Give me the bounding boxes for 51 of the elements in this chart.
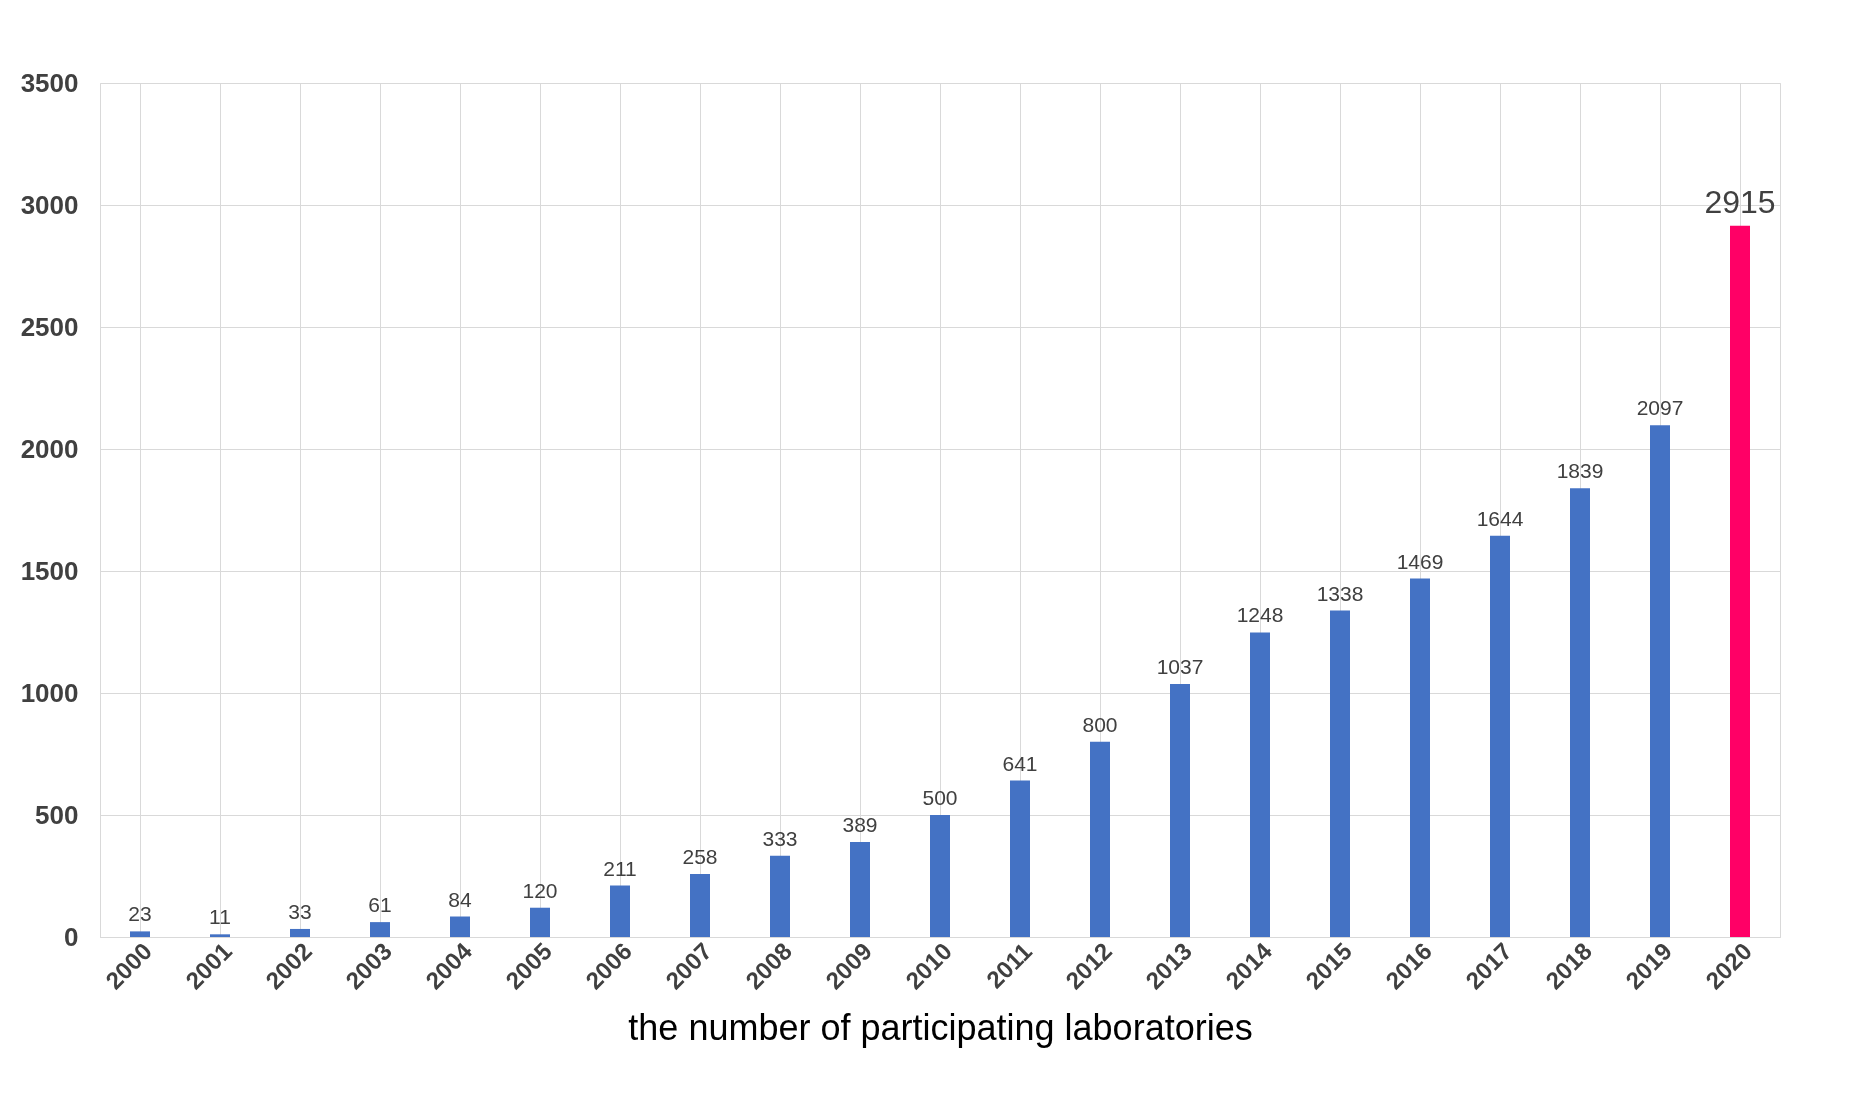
data-label: 84 bbox=[448, 887, 472, 911]
bar bbox=[1250, 632, 1270, 937]
bar bbox=[210, 934, 230, 937]
bar bbox=[450, 916, 470, 937]
bar bbox=[130, 931, 150, 937]
bar bbox=[770, 855, 790, 937]
x-axis-title: the number of participating laboratories bbox=[628, 1007, 1253, 1049]
data-label: 2097 bbox=[1636, 396, 1684, 420]
data-label: 1644 bbox=[1476, 506, 1524, 530]
bar bbox=[1090, 741, 1110, 937]
y-tick-label: 1000 bbox=[20, 677, 79, 708]
data-label: 1469 bbox=[1396, 549, 1444, 573]
bar bbox=[930, 815, 950, 937]
data-label: 23 bbox=[128, 902, 152, 926]
data-label: 2915 bbox=[1704, 183, 1776, 220]
bar bbox=[370, 922, 390, 937]
y-tick-label: 3500 bbox=[20, 67, 79, 98]
data-label: 1037 bbox=[1156, 654, 1204, 678]
bar bbox=[850, 842, 870, 937]
data-label: 333 bbox=[762, 826, 798, 850]
data-label: 641 bbox=[1002, 751, 1038, 775]
bar bbox=[1170, 683, 1190, 937]
bar bbox=[1650, 425, 1670, 937]
data-label: 61 bbox=[368, 893, 392, 917]
y-tick-label: 2500 bbox=[20, 311, 79, 342]
data-label: 500 bbox=[922, 786, 958, 809]
data-label: 211 bbox=[603, 856, 637, 880]
data-label: 11 bbox=[209, 905, 231, 929]
y-tick-label: 500 bbox=[35, 799, 79, 830]
bar bbox=[530, 907, 550, 937]
data-label: 1248 bbox=[1236, 603, 1284, 627]
bar bbox=[690, 874, 710, 937]
bar bbox=[1410, 578, 1430, 937]
bar bbox=[290, 928, 310, 937]
data-label: 33 bbox=[288, 899, 312, 923]
bar bbox=[1330, 610, 1350, 937]
data-label: 800 bbox=[1082, 712, 1118, 736]
bar bbox=[1010, 780, 1030, 937]
data-label: 258 bbox=[682, 845, 718, 869]
y-tick-label: 2000 bbox=[20, 433, 79, 464]
bar bbox=[1730, 225, 1750, 937]
data-label: 389 bbox=[842, 813, 878, 837]
data-label: 1338 bbox=[1316, 581, 1364, 605]
y-tick-label: 1500 bbox=[20, 555, 79, 586]
y-tick-label: 3000 bbox=[20, 189, 79, 220]
bar bbox=[1490, 535, 1510, 937]
bar bbox=[1570, 488, 1590, 937]
y-tick-label: 0 bbox=[64, 921, 79, 952]
data-label: 1839 bbox=[1556, 459, 1604, 483]
data-label: 120 bbox=[522, 878, 558, 902]
bar bbox=[610, 885, 630, 937]
